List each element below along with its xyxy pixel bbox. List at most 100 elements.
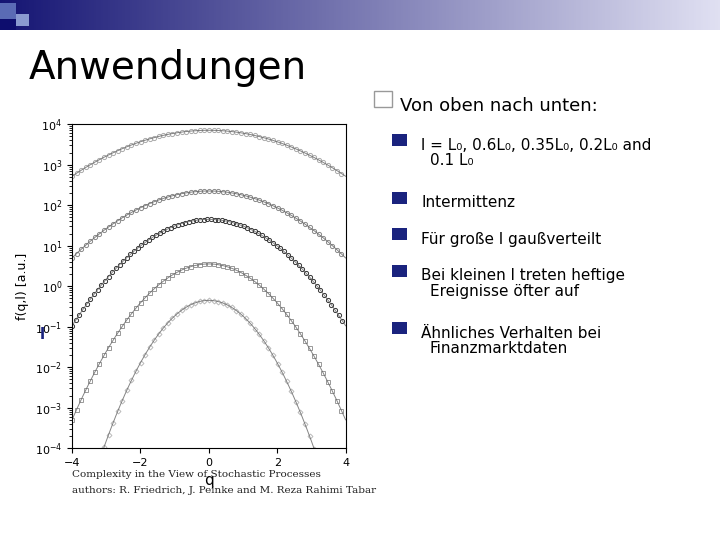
Bar: [43, 0, 45, 30]
Bar: [41, 0, 43, 30]
Bar: [276, 0, 279, 30]
Bar: [569, 0, 571, 30]
Bar: [305, 0, 307, 30]
Bar: [113, 0, 115, 30]
Bar: [31, 0, 34, 30]
Bar: [588, 0, 590, 30]
Bar: [374, 0, 377, 30]
Bar: [691, 0, 693, 30]
Bar: [708, 0, 711, 30]
Bar: [89, 0, 91, 30]
Bar: [487, 0, 490, 30]
Bar: [115, 0, 117, 30]
Bar: [103, 0, 106, 30]
Bar: [317, 0, 319, 30]
Bar: [50, 0, 53, 30]
Bar: [369, 0, 372, 30]
Bar: [310, 0, 312, 30]
Bar: [153, 0, 156, 30]
Bar: [441, 0, 444, 30]
Text: l = L₀, 0.6L₀, 0.35L₀, 0.2L₀ and: l = L₀, 0.6L₀, 0.35L₀, 0.2L₀ and: [421, 138, 652, 153]
Bar: [225, 0, 228, 30]
Bar: [67, 0, 70, 30]
Bar: [576, 0, 578, 30]
Bar: [711, 0, 713, 30]
Bar: [567, 0, 569, 30]
Bar: [48, 0, 50, 30]
Bar: [168, 0, 171, 30]
Bar: [173, 0, 175, 30]
Bar: [243, 0, 245, 30]
Bar: [403, 0, 405, 30]
Bar: [238, 0, 240, 30]
Bar: [269, 0, 271, 30]
Bar: [187, 0, 189, 30]
Bar: [19, 0, 22, 30]
Bar: [218, 0, 221, 30]
Bar: [382, 0, 384, 30]
Bar: [336, 0, 338, 30]
Bar: [279, 0, 281, 30]
Bar: [430, 0, 432, 30]
Bar: [86, 0, 89, 30]
Bar: [554, 0, 557, 30]
Bar: [617, 0, 619, 30]
Bar: [401, 0, 403, 30]
Bar: [91, 0, 94, 30]
Bar: [223, 0, 225, 30]
X-axis label: q: q: [204, 474, 214, 489]
Bar: [475, 0, 477, 30]
Bar: [72, 0, 74, 30]
Bar: [415, 0, 418, 30]
Bar: [682, 0, 684, 30]
Bar: [2, 0, 5, 30]
Bar: [333, 0, 336, 30]
Bar: [492, 0, 495, 30]
Bar: [130, 0, 132, 30]
Bar: [101, 0, 103, 30]
Y-axis label: f(q,l) [a.u.]: f(q,l) [a.u.]: [17, 253, 30, 320]
Bar: [122, 0, 125, 30]
Bar: [0, 0, 2, 30]
Bar: [171, 0, 173, 30]
Bar: [45, 0, 48, 30]
Bar: [466, 0, 468, 30]
Bar: [259, 0, 261, 30]
Bar: [646, 0, 648, 30]
Bar: [482, 0, 485, 30]
Bar: [271, 0, 274, 30]
Bar: [178, 0, 180, 30]
Bar: [535, 0, 538, 30]
Bar: [418, 0, 420, 30]
Bar: [79, 0, 81, 30]
Bar: [394, 0, 396, 30]
Bar: [12, 0, 14, 30]
Bar: [677, 0, 679, 30]
Bar: [564, 0, 567, 30]
Bar: [266, 0, 269, 30]
Bar: [286, 0, 288, 30]
Bar: [542, 0, 545, 30]
Bar: [562, 0, 564, 30]
Bar: [410, 0, 413, 30]
Bar: [387, 0, 389, 30]
Bar: [290, 0, 293, 30]
Text: Complexity in the View of Stochastic Processes: Complexity in the View of Stochastic Pro…: [72, 470, 321, 479]
Bar: [686, 0, 689, 30]
Bar: [581, 0, 583, 30]
Bar: [614, 0, 617, 30]
Text: Finanzmarktdaten: Finanzmarktdaten: [430, 341, 568, 356]
Bar: [319, 0, 322, 30]
Bar: [343, 0, 346, 30]
Bar: [495, 0, 497, 30]
Bar: [120, 0, 122, 30]
Bar: [351, 0, 353, 30]
Bar: [22, 0, 24, 30]
Bar: [506, 0, 509, 30]
Bar: [706, 0, 708, 30]
Bar: [283, 0, 286, 30]
Bar: [662, 0, 665, 30]
Bar: [547, 0, 549, 30]
Bar: [610, 0, 612, 30]
Bar: [578, 0, 581, 30]
